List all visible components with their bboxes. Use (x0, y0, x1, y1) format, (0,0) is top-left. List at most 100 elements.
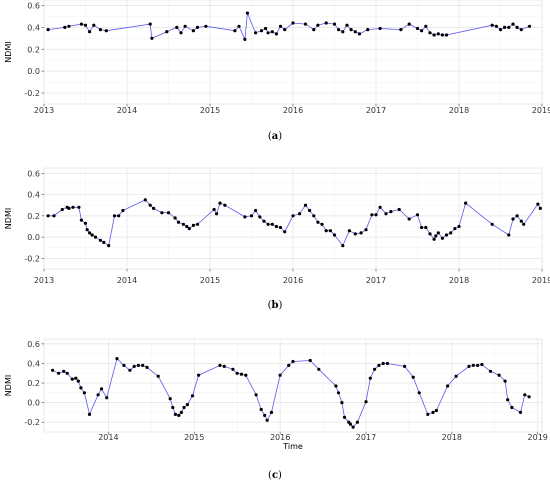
data-point (316, 23, 320, 27)
data-point (249, 214, 254, 218)
data-point (83, 23, 88, 27)
data-point (145, 365, 149, 369)
data-point (79, 218, 83, 222)
data-point (454, 374, 458, 378)
data-point (254, 208, 258, 213)
data-point (377, 363, 381, 367)
data-point (446, 384, 450, 388)
data-point (92, 23, 96, 27)
data-point (498, 28, 503, 32)
data-point (453, 227, 457, 231)
data-point (506, 398, 510, 402)
data-point (370, 213, 374, 217)
data-point (274, 32, 278, 36)
data-point (181, 222, 185, 226)
data-point (259, 29, 264, 33)
data-point (494, 24, 498, 28)
data-point (98, 28, 102, 32)
data-point (403, 364, 407, 368)
data-point (96, 393, 100, 397)
data-point (77, 205, 81, 209)
data-point (90, 233, 94, 237)
y-axis-label: NDMI (4, 41, 13, 62)
data-point (173, 216, 177, 220)
data-point (185, 224, 189, 229)
panel-caption-close: ) (279, 300, 283, 311)
data-point (471, 363, 475, 367)
data-point (98, 238, 102, 242)
data-point (444, 233, 449, 237)
data-point (291, 21, 295, 25)
y-tick-label: 0.2 (27, 45, 40, 54)
chart-panel-1: -0.2 0.0 0.2 0.4 0.6 2013 2014 2015 2016 2017 2018… (4, 0, 550, 142)
data-point (150, 36, 154, 40)
x-tick-label: 2019 (532, 106, 550, 115)
data-point (88, 30, 92, 34)
data-point (519, 28, 523, 32)
data-point (303, 22, 308, 26)
data-point (283, 28, 287, 32)
data-point (67, 206, 71, 210)
data-point (122, 363, 126, 367)
x-axis-label: Time (282, 442, 303, 451)
data-point (384, 212, 388, 216)
data-point (177, 413, 181, 417)
series-line (52, 357, 530, 428)
data-point (115, 357, 119, 361)
panel-caption-open: ( (268, 131, 272, 142)
data-point (258, 215, 262, 219)
x-tick-label: 2016 (283, 106, 303, 115)
data-point (218, 363, 222, 367)
y-tick-label: 0.6 (27, 169, 40, 178)
x-tick-label: 2018 (449, 276, 469, 285)
data-point (428, 31, 432, 35)
data-point (223, 203, 227, 207)
data-point (71, 205, 75, 209)
y-axis-label: NDMI (4, 208, 13, 229)
data-point (420, 29, 424, 33)
data-point (148, 22, 152, 26)
data-point (278, 225, 283, 230)
data-point (515, 25, 519, 29)
data-point (237, 24, 241, 28)
data-point (291, 359, 295, 364)
data-point (185, 403, 189, 407)
data-point (336, 391, 341, 395)
data-point (269, 410, 274, 414)
data-point (440, 33, 444, 37)
data-point (341, 244, 345, 248)
data-point (231, 367, 235, 371)
data-point (176, 220, 181, 224)
data-point (152, 206, 156, 210)
data-point (254, 31, 258, 35)
data-point (291, 214, 295, 218)
data-point (83, 221, 88, 225)
data-point (444, 33, 449, 37)
y-tick-label: 0.6 (27, 1, 40, 10)
data-point (156, 374, 160, 378)
data-point (359, 231, 363, 235)
data-point (536, 202, 540, 206)
data-point (411, 375, 415, 379)
data-point (353, 232, 357, 236)
data-point (182, 405, 186, 410)
panel-caption-letter: b (272, 300, 279, 311)
x-tick-label: 2018 (442, 433, 462, 442)
data-point (195, 222, 200, 226)
data-point (436, 231, 440, 235)
data-point (190, 394, 195, 398)
data-point (283, 230, 287, 234)
data-point (351, 425, 355, 429)
chart-panel-3: -0.2 0.0 0.2 0.4 0.6 2014 2015 2016 2017 2018 2019… (4, 338, 548, 481)
data-point (222, 364, 226, 368)
data-point (76, 379, 80, 383)
data-point (449, 231, 453, 235)
panel-caption-close: ) (278, 131, 282, 142)
data-point (212, 207, 216, 212)
data-point (278, 24, 283, 28)
data-point (417, 391, 421, 395)
data-point (349, 28, 353, 32)
data-point (128, 368, 132, 372)
data-point (107, 244, 111, 248)
data-point (102, 240, 106, 244)
